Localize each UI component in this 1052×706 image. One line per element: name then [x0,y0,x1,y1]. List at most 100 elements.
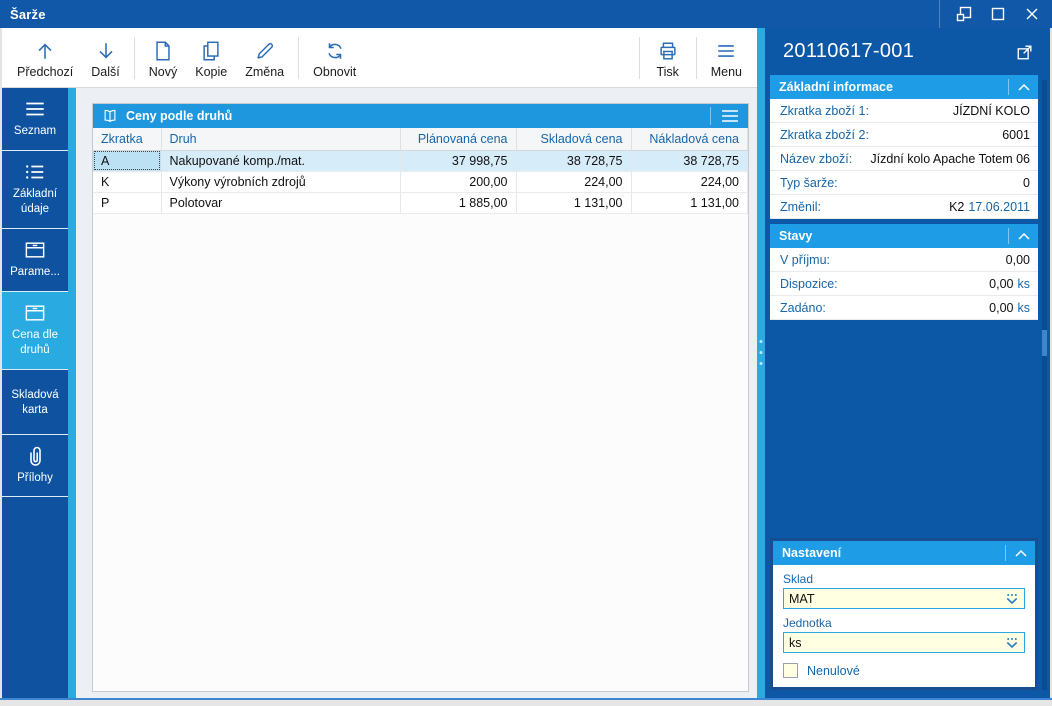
grid-panel: Ceny podle druhů Zkratka [92,103,749,692]
field-value: JÍZDNÍ KOLO [952,104,1030,118]
section-title: Stavy [779,229,813,243]
detail-row: Zkratka zboží 2: 6001 [770,123,1038,147]
new-document-icon [153,38,173,62]
dropdown-button[interactable] [1003,591,1024,606]
left-column: Předchozí Další Nový [2,28,757,698]
chevron-up-icon [1017,231,1031,241]
section-zakladni-informace: Základní informace Zkratka zboží 1: JÍZD… [770,75,1038,219]
cell-druh: Polotovar [161,192,401,214]
sidebar-item-label: Skladová karta [11,388,59,416]
detail-row: Název zboží: Jízdní kolo Apache Totem 06 [770,147,1038,171]
sidebar-item-label: Cena dle druhů [11,328,59,356]
restore-window-button[interactable] [950,3,978,25]
grid-title: Ceny podle druhů [126,109,233,123]
menu-button[interactable]: Menu [702,31,751,85]
nenulove-checkbox[interactable] [783,663,798,678]
main-frame: Předchozí Další Nový [2,28,1050,698]
table-row[interactable]: P Polotovar 1 885,00 1 131,00 1 131,00 [93,192,748,214]
sidebar-item-skladova-karta[interactable]: Skladová karta [2,370,68,435]
pencil-icon [254,38,276,62]
cell-druh: Výkony výrobních zdrojů [161,171,401,193]
cell-zkratka: P [93,192,162,214]
field-value: 6001 [1002,128,1030,142]
field-label: Typ šarže: [780,176,838,190]
next-label: Další [91,64,120,79]
detail-row: Dispozice: 0,00 ks [770,272,1038,296]
detail-scrollbar[interactable] [1042,80,1047,690]
field-value: 0,00 [1005,253,1030,267]
sidebar-item-seznam[interactable]: Seznam [2,88,68,151]
field-value: Jízdní kolo Apache Totem 06 [870,152,1030,166]
grid-menu-button[interactable] [710,107,740,125]
refresh-button[interactable]: Obnovit [304,31,365,85]
arrow-down-icon [95,38,117,62]
section-stavy: Stavy V příjmu: 0,00 Dispozice: 0,00 ks [770,224,1038,320]
menu-icon [714,38,738,62]
next-button[interactable]: Další [82,31,128,85]
section-header[interactable]: Nastavení [773,541,1035,565]
field-suffix: ks [1017,301,1031,315]
detail-list-icon [5,160,65,184]
table-row[interactable]: K Výkony výrobních zdrojů 200,00 224,00 … [93,171,748,193]
previous-button[interactable]: Předchozí [8,31,82,85]
price-types-table: Zkratka Druh Plánovaná cena Skladová cen… [93,128,748,214]
new-button[interactable]: Nový [140,31,186,85]
toolbar-separator [133,37,135,79]
toolbar-separator [695,37,697,79]
scrollbar-thumb[interactable] [1042,330,1047,356]
sidebar-item-parametry[interactable]: Parame... [2,229,68,292]
section-header[interactable]: Stavy [770,224,1038,248]
open-in-window-button[interactable] [1016,43,1034,61]
refresh-icon [324,38,346,62]
sidebar-item-label: Seznam [13,125,57,137]
column-header-druh[interactable]: Druh [161,128,401,151]
field-label: Zkratka zboží 2: [780,128,869,142]
cell-planovana: 1 885,00 [400,192,517,214]
cell-planovana: 37 998,75 [400,150,517,172]
box-icon [5,238,65,262]
jednotka-combobox[interactable]: ks [783,632,1025,653]
table-header-row: Zkratka Druh Plánovaná cena Skladová cen… [93,128,748,151]
column-header-nakladova-cena[interactable]: Nákladová cena [631,128,748,151]
cell-skladova: 224,00 [516,171,632,193]
detail-header: 20110617-001 [770,28,1038,75]
close-window-button[interactable] [1018,3,1046,25]
field-label: Zadáno: [780,301,826,315]
menu-label: Menu [710,64,742,79]
sklad-combobox[interactable]: MAT [783,588,1025,609]
column-header-planovana-cena[interactable]: Plánovaná cena [400,128,517,151]
collapse-section-button[interactable] [1005,545,1035,561]
sidebar-item-prilohy[interactable]: Přílohy [2,435,68,498]
field-suffix-date: 17.06.2011 [968,200,1030,214]
main-content: Ceny podle druhů Zkratka [76,88,757,698]
nenulove-label: Nenulové [807,663,860,678]
detail-panel: 20110617-001 Základní informace [765,28,1050,698]
toolbar-spacer [365,31,633,85]
chevron-up-icon [1017,82,1031,92]
sidebar-item-cena-dle-druhu[interactable]: Cena dle druhů [2,291,68,370]
copy-button[interactable]: Kopie [186,31,236,85]
print-button[interactable]: Tisk [645,31,691,85]
sidebar-item-zakladni-udaje[interactable]: Základní údaje [2,151,68,229]
sklad-value: MAT [789,591,815,606]
new-label: Nový [148,64,178,79]
maximize-icon [991,7,1005,21]
column-header-zkratka[interactable]: Zkratka [93,128,162,151]
collapse-section-button[interactable] [1008,228,1038,244]
detail-row: Zadáno: 0,00 ks [770,296,1038,320]
table-row[interactable]: A Nakupované komp./mat. 37 998,75 38 728… [93,150,748,172]
collapse-section-button[interactable] [1008,79,1038,95]
chevron-up-icon [1014,548,1028,558]
cell-skladova: 38 728,75 [516,150,632,172]
section-header[interactable]: Základní informace [770,75,1038,99]
column-header-skladova-cena[interactable]: Skladová cena [516,128,632,151]
panel-splitter[interactable] [757,28,765,698]
detail-row: Typ šarže: 0 [770,171,1038,195]
detail-panel-filler [770,325,1038,538]
edit-button[interactable]: Změna [236,31,293,85]
dropdown-button[interactable] [1003,635,1024,650]
field-value: 0,00 [989,277,1014,291]
window-controls [939,0,1052,28]
maximize-window-button[interactable] [984,3,1012,25]
